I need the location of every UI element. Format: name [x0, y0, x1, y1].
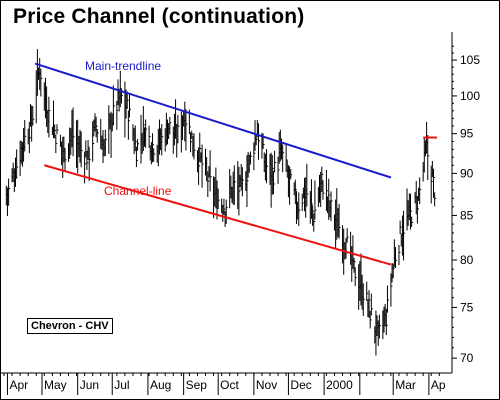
y-tick-label: 95 — [460, 127, 474, 141]
y-tick-label: 75 — [460, 300, 474, 314]
channel-line — [44, 164, 392, 266]
x-tick-label: Nov — [256, 378, 277, 392]
chart-title: Price Channel (continuation) — [13, 5, 305, 28]
x-tick-label: Dec — [290, 378, 311, 392]
x-tick-label: Ap — [431, 378, 446, 392]
y-tick-label: 90 — [460, 166, 474, 180]
channel-line-label: Channel-line — [104, 184, 172, 198]
x-tick-label: Oct — [220, 378, 239, 392]
x-tick-label: 2000 — [326, 378, 353, 392]
x-tick-label: Apr — [9, 378, 28, 392]
x-tick-label: Sep — [186, 378, 208, 392]
x-tick-label: Jun — [80, 378, 99, 392]
x-tick-label: Aug — [150, 378, 171, 392]
main-trendline-label: Main-trendline — [85, 59, 161, 73]
ticker-label: Chevron - CHV — [27, 318, 113, 334]
x-tick-label: May — [44, 378, 67, 392]
main-trendline — [34, 62, 392, 179]
x-tick-label: Mar — [395, 378, 416, 392]
y-tick-label: 85 — [460, 208, 474, 222]
x-tick-label: Jul — [114, 378, 129, 392]
y-tick-label: 100 — [460, 89, 480, 103]
y-tick-label: 105 — [460, 53, 480, 67]
y-tick-label: 80 — [460, 253, 474, 267]
y-tick-label: 70 — [460, 351, 474, 365]
